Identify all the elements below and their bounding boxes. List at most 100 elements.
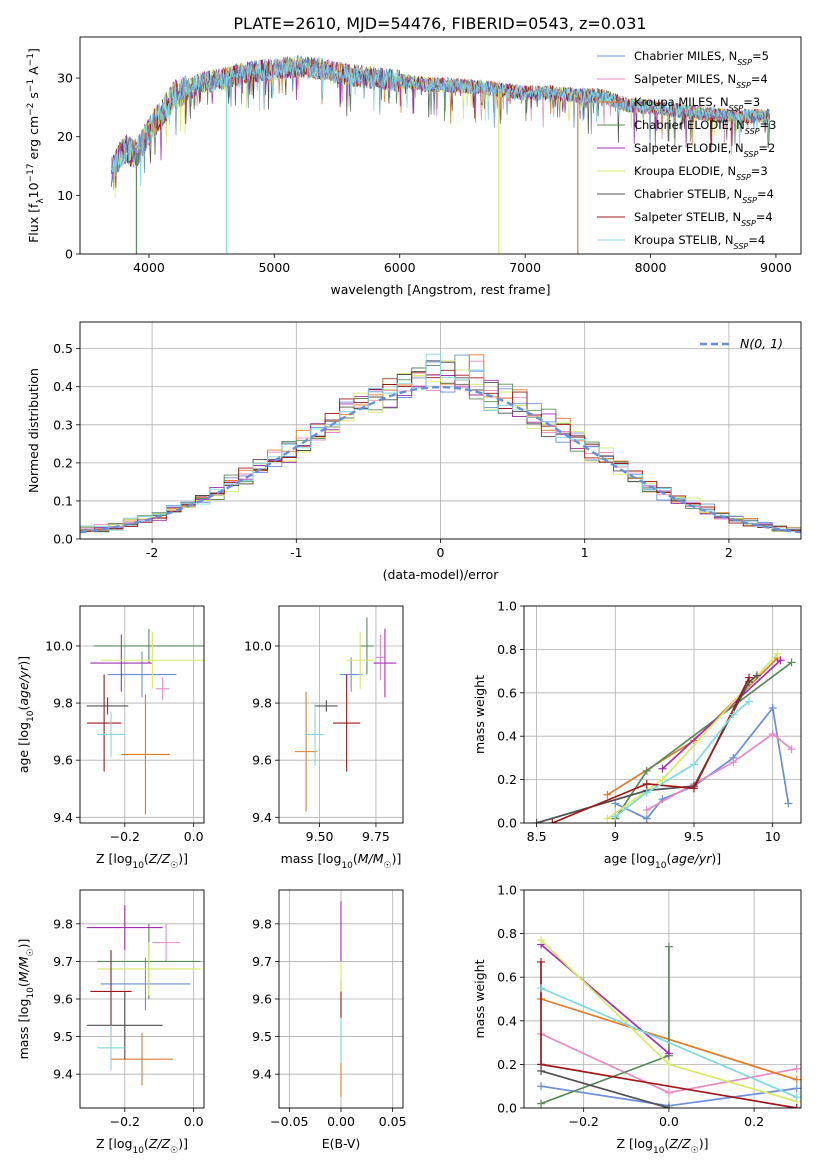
y-tick-label: 9.8 — [53, 696, 73, 711]
axes-weights-vs-Z: −0.2 0.0 0.2 0.0 0.2 0.4 0.6 0.8 1.0 Z [log10(Z/Z… — [472, 883, 802, 1156]
y-axis-label: Flux [fλ10−17 erg cm−2 s−1 A−1] — [26, 48, 46, 243]
plot-area — [80, 353, 801, 539]
spectrum-line — [110, 56, 771, 187]
x-tick-label: −0.2 — [568, 1114, 598, 1129]
y-axis-label: mass weight — [472, 959, 487, 1038]
plot-area — [537, 936, 801, 1108]
y-tick-label: 0.4 — [497, 729, 517, 744]
y-axis-label: mass [log10(M/M☉)] — [16, 939, 36, 1060]
y-tick-label: 9.6 — [252, 992, 272, 1007]
y-tick-label: 9.8 — [252, 916, 272, 931]
y-tick-label: 0 — [65, 247, 73, 262]
y-tick-label: 9.4 — [53, 810, 73, 825]
x-tick-label: −0.05 — [270, 1114, 308, 1129]
y-axis-label: Normed distribution — [26, 368, 41, 493]
x-axis-label: Z [log10(Z/Z☉)] — [617, 1136, 709, 1156]
legend-label: N(0, 1) — [740, 336, 783, 351]
axes-mass-vs-EBV: −0.05 0.00 0.05 9.4 9.5 9.6 9.7 9.8 E(B-V) — [252, 889, 407, 1151]
grid-lines — [80, 606, 204, 823]
plots-layer: 4000 5000 6000 7000 8000 90000102030wavelengt… — [16, 36, 802, 1156]
x-axis-label: (data-model)/error — [383, 567, 500, 582]
x-tick-label: 9.5 — [684, 829, 704, 844]
weight-line — [614, 705, 790, 820]
axes-frame — [523, 889, 802, 1109]
x-tick-label: 0.0 — [184, 829, 204, 844]
y-tick-label: 0.4 — [53, 379, 73, 394]
y-tick-label: 1.0 — [497, 883, 517, 898]
y-tick-label: 0.2 — [497, 772, 517, 787]
x-axis-label: Z [log10(Z/Z☉)] — [96, 851, 188, 871]
legend-label: Kroupa ELODIE, NSSP=3 — [634, 164, 768, 182]
y-tick-label: 0.6 — [497, 685, 517, 700]
axes-frame — [79, 889, 205, 1109]
axes-frame — [523, 605, 802, 824]
y-tick-label: 30 — [57, 71, 73, 86]
y-tick-label: 0.6 — [497, 970, 517, 985]
y-tick-label: 9.8 — [252, 696, 272, 711]
axes-residuals: -2 -1 0 1 2 0.0 0.1 0.2 0.3 0.4 0.5 (data-model)/er… — [26, 321, 802, 582]
plot-area — [532, 649, 796, 823]
y-tick-label: 0.5 — [53, 341, 73, 356]
histogram-step — [80, 353, 801, 539]
y-axis-label: mass weight — [472, 675, 487, 754]
legend-label: Chabrier MILES, NSSP=5 — [634, 49, 769, 67]
legend-label: Salpeter ELODIE, NSSP=2 — [634, 141, 775, 159]
x-tick-label: 2 — [725, 545, 733, 560]
legend-label: Chabrier ELODIE, NSSP=3 — [634, 118, 776, 136]
y-tick-label: 0.0 — [53, 532, 73, 547]
axes-spectrum: 4000 5000 6000 7000 8000 9000 0 10 20 30 wavelengt… — [26, 36, 802, 297]
x-tick-label: 9000 — [760, 260, 792, 275]
y-tick-label: 9.6 — [252, 753, 272, 768]
x-tick-label: 8000 — [635, 260, 667, 275]
x-tick-label: 6000 — [384, 260, 416, 275]
figure-title: PLATE=2610, MJD=54476, FIBERID=0543, z=0… — [233, 14, 646, 33]
y-tick-label: 9.4 — [53, 1067, 73, 1082]
weight-line — [540, 987, 798, 1098]
legend-label: Kroupa STELIB, NSSP=4 — [634, 233, 765, 251]
axes-frame — [79, 605, 205, 824]
weight-line — [551, 677, 750, 823]
y-tick-label: 9.6 — [53, 753, 73, 768]
y-tick-label: 10 — [57, 188, 73, 203]
x-tick-label: -2 — [146, 545, 158, 560]
y-tick-label: 0.2 — [53, 455, 73, 470]
x-tick-label: 9 — [611, 829, 619, 844]
spectrum-legend: Chabrier MILES, NSSP=5 Salpeter MILES, NS… — [597, 49, 776, 251]
plot-area — [86, 905, 201, 1086]
y-tick-label: 0.4 — [497, 1013, 517, 1028]
x-tick-label: -1 — [290, 545, 302, 560]
y-tick-label: 1.0 — [497, 599, 517, 614]
x-axis-label: Z [log10(Z/Z☉)] — [96, 1136, 188, 1156]
weight-line — [540, 1070, 670, 1108]
y-axis-label: age [log10(age/yr)] — [16, 656, 36, 773]
x-tick-label: 10 — [765, 829, 781, 844]
y-tick-label: 0.0 — [497, 816, 517, 831]
x-tick-label: 4000 — [133, 260, 165, 275]
y-tick-label: 0.1 — [53, 493, 73, 508]
weight-line — [540, 946, 670, 1105]
y-tick-label: 0.8 — [497, 926, 517, 941]
y-tick-label: 0.3 — [53, 417, 73, 432]
x-axis-label: E(B-V) — [322, 1136, 361, 1151]
normal-curve — [80, 385, 801, 534]
x-tick-label: 0.05 — [379, 1114, 407, 1129]
x-tick-label: −0.2 — [110, 1114, 140, 1129]
axes-frame — [278, 605, 404, 824]
y-tick-label: 9.5 — [252, 1029, 272, 1044]
x-tick-label: 0.2 — [744, 1114, 764, 1129]
y-tick-label: 9.6 — [53, 992, 73, 1007]
y-tick-label: 0.0 — [497, 1101, 517, 1116]
legend-label: Salpeter STELIB, NSSP=4 — [634, 210, 773, 228]
y-tick-label: 9.5 — [53, 1029, 73, 1044]
axes-frame — [79, 321, 802, 540]
legend-label: Salpeter MILES, NSSP=4 — [634, 72, 768, 90]
y-tick-label: 10.0 — [244, 638, 272, 653]
plot-area — [294, 617, 397, 812]
x-tick-label: 0.0 — [659, 1114, 679, 1129]
axes-age-vs-mass: 9.50 9.75 9.4 9.6 9.8 10.0 mass [log10(M/M☉)] — [244, 605, 404, 871]
legend-label: Kroupa MILES, NSSP=3 — [634, 95, 760, 113]
x-axis-label: age [log10(age/yr)] — [604, 851, 721, 871]
weight-line — [536, 674, 758, 823]
x-tick-label: 9.50 — [306, 829, 334, 844]
